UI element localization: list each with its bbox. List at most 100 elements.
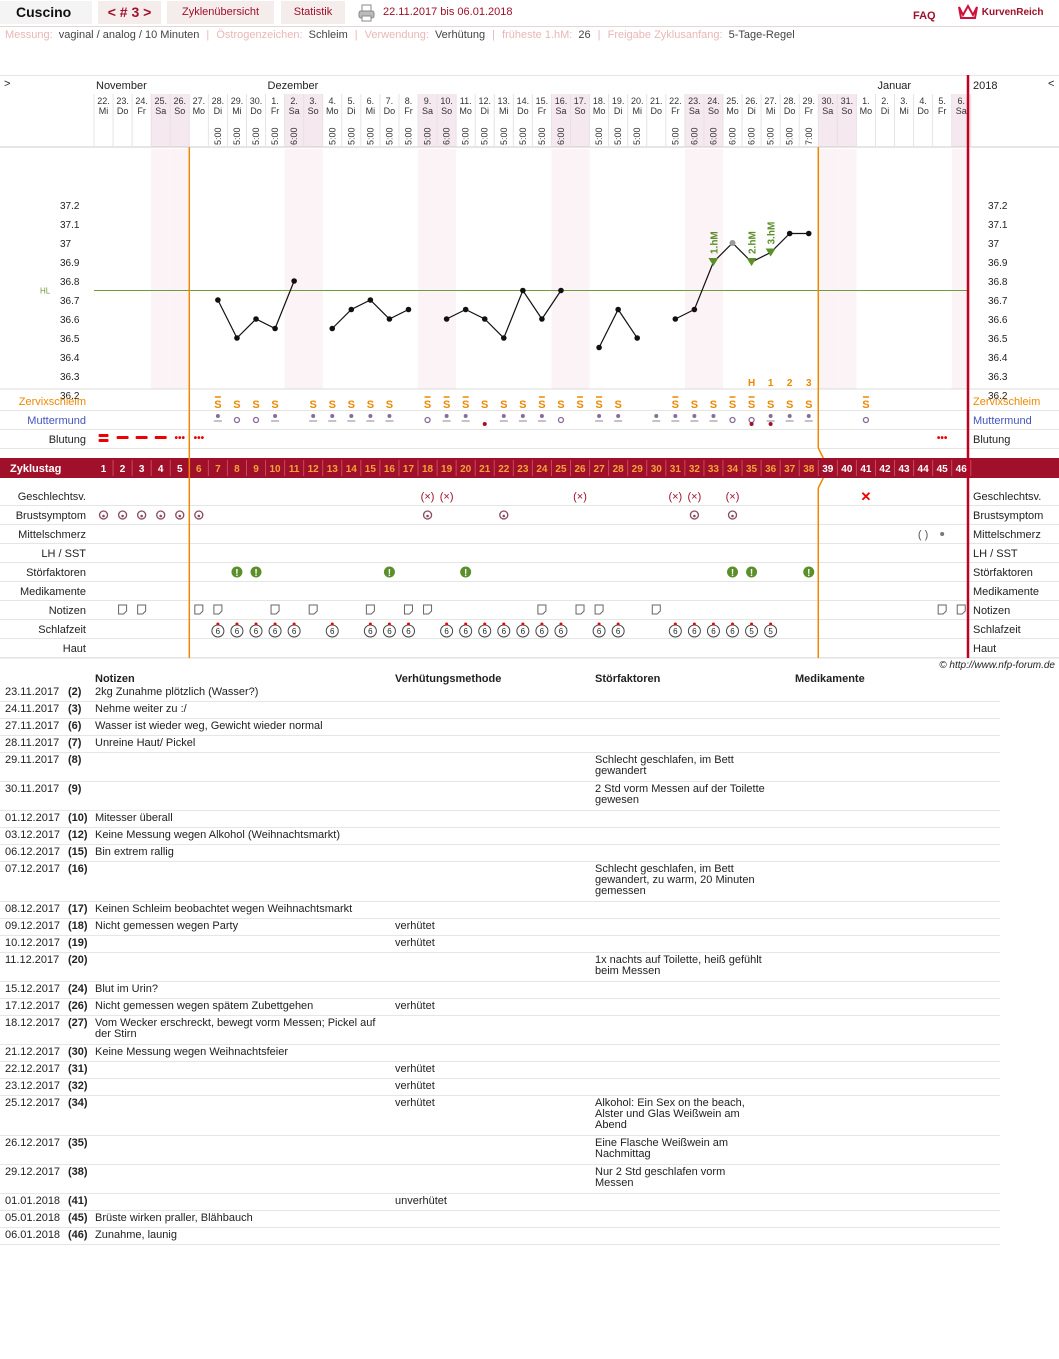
measurement-label: Messung:	[5, 29, 53, 41]
y-tick-left: 36.9	[60, 258, 80, 269]
day-weekday: Do	[517, 106, 529, 116]
day-date: 19.	[612, 96, 625, 106]
breast-symptom-icon	[136, 510, 147, 520]
notes-table-row: 29.11.2017 (8) Schlecht geschlafen, im Bet…	[0, 753, 1000, 782]
y-tick-left: 37	[60, 239, 72, 250]
notes-table-row: 22.12.2017 (31) verhütet	[0, 1062, 1000, 1079]
temperature-point	[520, 287, 526, 294]
row-label-lh: LH / SST	[41, 548, 86, 560]
sleep-hours: 6	[406, 627, 411, 636]
note-icon	[651, 604, 661, 615]
measure-time: 5:00	[518, 127, 528, 145]
measure-time: 5:00	[785, 127, 795, 145]
breast-symptom-icon	[175, 510, 185, 520]
day-weekday: Sa	[822, 106, 833, 116]
mucus-s-icon: S	[481, 399, 488, 411]
kurvenreich-logo[interactable]: KurvenReich	[957, 1, 1059, 24]
cycle-day-number: 37	[784, 464, 796, 475]
month-label: November	[96, 80, 147, 92]
cycle-day-number: 31	[670, 464, 682, 475]
app-title: Cuscino	[0, 1, 92, 24]
day-date: 22.	[97, 96, 110, 106]
note-icon	[308, 604, 318, 615]
notes-table-row: 06.12.2017 (15) Bin extrem rallig	[0, 845, 1000, 862]
note-text: Bin extrem rallig	[95, 846, 174, 858]
nav-back-button[interactable]: >	[4, 78, 10, 90]
disturbance-icon	[746, 566, 758, 578]
note-cycle-day: (20)	[68, 954, 88, 966]
breast-symptom-dot	[731, 514, 734, 518]
sleep-hours: 6	[216, 627, 221, 636]
y-tick-right: 36.8	[988, 277, 1008, 288]
cervix-closed-icon	[349, 414, 354, 418]
day-date: 4.	[328, 96, 336, 106]
cycle-day-number: 28	[613, 464, 625, 475]
cycle-day-number: 32	[689, 464, 701, 475]
note-date: 30.11.2017	[5, 783, 60, 795]
cycle-day-number: 34	[727, 464, 739, 475]
row-label-right-bleeding: Blutung	[973, 434, 1010, 446]
weekend-shade	[837, 149, 857, 389]
cycle-day-number: 18	[422, 464, 434, 475]
cycle-number-tab[interactable]: < # 3 >	[98, 1, 161, 24]
temperature-point	[215, 297, 221, 303]
cycle-day-number: 44	[918, 464, 930, 475]
disturbance-icon	[250, 566, 262, 578]
day-date: 2.	[290, 96, 298, 106]
weekend-shade	[951, 94, 971, 147]
day-weekday: Sa	[555, 106, 566, 116]
cycle-day-number: 16	[384, 464, 396, 475]
note-method: unverhütet	[395, 1195, 447, 1207]
cycle-day-number: 15	[365, 464, 377, 475]
note-icon	[403, 604, 413, 615]
sleep-hours: 6	[254, 627, 259, 636]
cervix-closed-icon	[806, 414, 811, 418]
y-tick-right: 36.2	[988, 391, 1008, 402]
y-tick-right: 36.5	[988, 334, 1008, 345]
peak-label: 1	[768, 378, 774, 389]
note-icon	[594, 604, 604, 615]
temperature-line	[331, 299, 409, 329]
notes-table-row: 09.12.2017 (18) Nicht gemessen wegen Party…	[0, 919, 1000, 936]
day-weekday: Do	[917, 106, 929, 116]
mucus-splus-icon: S	[424, 399, 431, 411]
measure-time: 5:00	[670, 127, 680, 145]
notes-table-row: 26.12.2017 (35) Eine Flasche Weißwein am N…	[0, 1136, 1000, 1165]
row-label-cervical_mucus: Zervixschleim	[19, 396, 86, 408]
day-date: 29.	[231, 96, 244, 106]
cervix-closed-icon	[387, 414, 392, 418]
bleeding-light-icon: •••	[194, 433, 205, 444]
weekend-shade	[818, 94, 838, 147]
mucus-s-icon: S	[348, 399, 355, 411]
day-weekday: Sa	[956, 106, 967, 116]
row-label-pain: Mittelschmerz	[18, 529, 86, 541]
sleep-hours: 6	[330, 627, 335, 636]
row-label-notes: Notizen	[49, 605, 86, 617]
tab-cycle-overview[interactable]: Zyklenübersicht	[167, 1, 274, 24]
hm-label: 2.hM	[748, 231, 759, 254]
cycle-end-line	[817, 477, 824, 489]
note-text: Brüste wirken praller, Blähbauch	[95, 1212, 253, 1224]
copyright[interactable]: © http://www.nfp-forum.de	[939, 660, 1055, 671]
sleep-icon-marker	[292, 622, 296, 626]
day-weekday: Sa	[422, 106, 433, 116]
nav-forward-button[interactable]: <	[1048, 78, 1054, 90]
y-tick-right: 37.1	[988, 220, 1008, 231]
note-icon	[137, 604, 147, 615]
note-date: 25.12.2017	[5, 1097, 61, 1109]
cervix-open-icon	[748, 416, 755, 424]
note-date: 21.12.2017	[5, 1046, 61, 1058]
sleep-hours: 5	[749, 627, 754, 636]
temperature-point	[481, 316, 488, 322]
mucus-splus-icon: S	[595, 399, 602, 411]
measure-time: 5:00	[613, 127, 623, 145]
tab-statistics[interactable]: Statistik	[281, 1, 345, 24]
note-method: verhütet	[395, 920, 435, 932]
notes-table-row: 10.12.2017 (19) verhütet	[0, 936, 1000, 953]
cycle-info-line: Messung: vaginal / analog / 10 Minuten | …	[5, 29, 795, 41]
printer-icon[interactable]	[357, 1, 381, 24]
measure-time: 5:00	[499, 127, 509, 145]
cervix-open-icon	[557, 416, 565, 424]
note-disturb: Schlecht geschlafen, im Bett gewandert, …	[595, 863, 755, 897]
faq-link[interactable]: FAQ	[913, 10, 936, 22]
